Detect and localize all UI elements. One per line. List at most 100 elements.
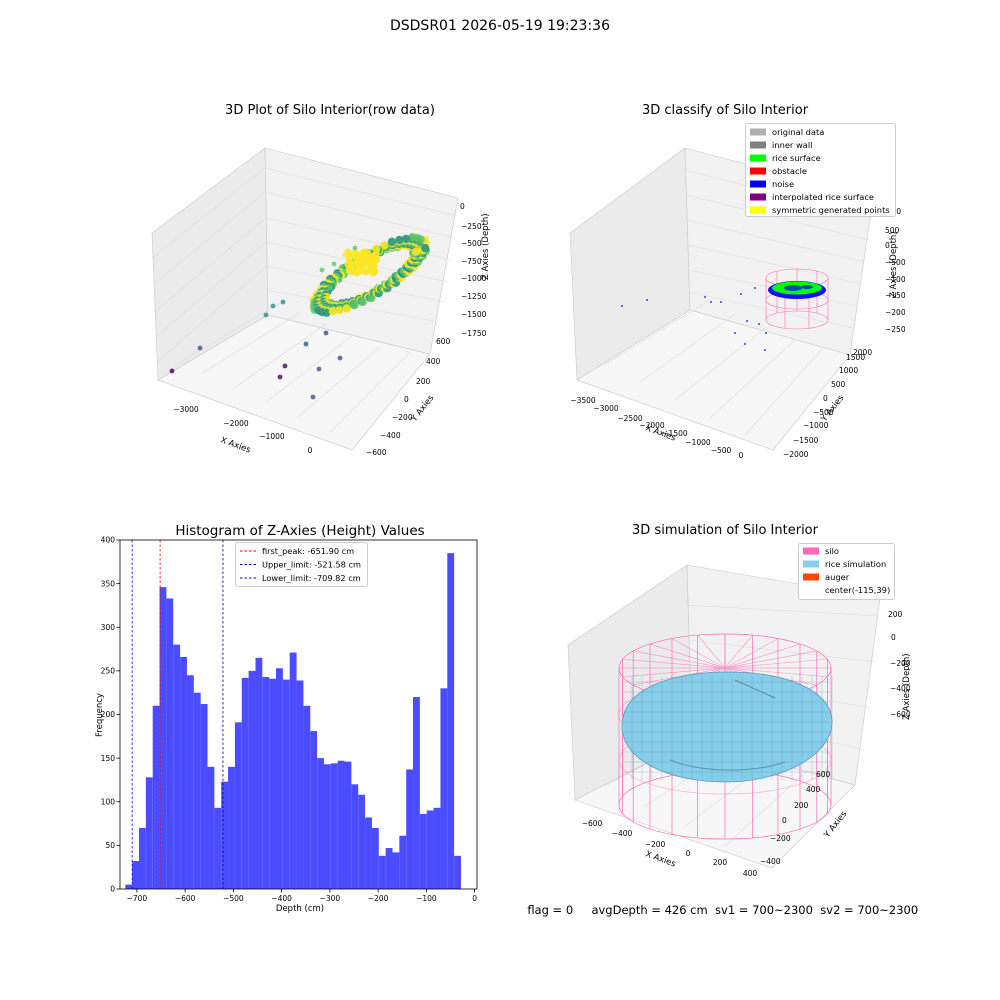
raw-y-tick: 200 [416, 377, 431, 386]
raw-point [331, 261, 337, 267]
simulation-legend-label: auger [825, 572, 850, 582]
histogram-bar [221, 781, 229, 889]
status-line: flag = 0 avgDepth = 426 cm sv1 = 700~230… [520, 889, 918, 917]
classify-z-tick: 500 [885, 226, 900, 235]
classify-z-tick: −1000 [885, 275, 905, 284]
raw-point [411, 247, 421, 256]
simulation-x-tick: −400 [612, 829, 633, 838]
histogram-y-ticks: 0 50 100 150 200 250 300 350 400 [101, 536, 120, 894]
raw-point [380, 241, 389, 250]
classify-x-tick: −2500 [617, 414, 643, 423]
histogram-x-tick-label: −600 [175, 894, 196, 903]
histogram-bar [241, 677, 249, 889]
raw-y-tick: 400 [426, 357, 441, 366]
raw-point [342, 252, 348, 258]
raw-point [421, 244, 430, 253]
histogram-y-axis-label: Frequency [95, 693, 105, 737]
classify-legend: original data inner wall rice surface obsta… [745, 123, 896, 217]
classify-noise-point [621, 305, 623, 307]
raw-x-tick: 0 [308, 446, 313, 455]
raw-y-tick: 0 [404, 395, 409, 404]
raw-point [350, 300, 359, 310]
simulation-legend-item: auger [803, 572, 850, 582]
classify-noise-point [764, 349, 766, 351]
histogram-bar [385, 847, 393, 889]
raw-point [357, 267, 365, 275]
classify-legend-item: obstacle [750, 166, 807, 176]
histogram-bar [419, 813, 427, 889]
histogram-bar [447, 553, 455, 889]
histogram-bar [152, 705, 160, 889]
histogram-bar [145, 777, 153, 889]
classify-legend-swatch [750, 180, 766, 188]
simulation-legend-item: rice simulation [803, 559, 886, 569]
histogram-bar [166, 598, 174, 889]
classify-legend-swatch [750, 141, 766, 149]
classify-legend-item: symmetric generated points [750, 205, 890, 215]
histogram-bar [330, 763, 338, 889]
classify-legend-label: original data [772, 127, 824, 137]
simulation-x-tick: 0 [686, 849, 691, 858]
classify-legend-label: symmetric generated points [772, 205, 890, 215]
classify-z-tick: −2000 [885, 308, 905, 317]
histogram-bar [371, 827, 379, 889]
raw-point [366, 266, 374, 274]
simulation-legend-swatch [803, 547, 819, 555]
simulation-x-tick: −600 [582, 819, 603, 828]
histogram-y-tick-label: 200 [101, 710, 116, 719]
status-avg-depth: avgDepth = 426 cm [591, 903, 708, 917]
histogram-bar [296, 680, 304, 889]
simulation-rice-surface [621, 671, 833, 783]
histogram-bar [193, 692, 201, 889]
classify-noise-point [734, 332, 736, 334]
histogram-x-tick-label: −400 [271, 894, 292, 903]
histogram-bar [413, 697, 420, 889]
classify-legend-item: interpolated rice surface [750, 192, 874, 202]
classify-legend-label: obstacle [772, 166, 807, 176]
classify-noise-point [758, 323, 760, 325]
simulation-legend: silo rice simulation auger center(-115,39) [798, 543, 895, 600]
raw-point [197, 345, 203, 351]
classify-legend-item: rice surface [750, 153, 821, 163]
histogram-legend-item: Lower_limit: -709.82 cm [240, 573, 361, 583]
classify-x-tick: −2000 [639, 421, 665, 430]
histogram-bar [132, 861, 140, 889]
raw-z-tick: −1500 [461, 310, 487, 319]
histogram-legend-label: Upper_limit: -521.58 cm [262, 560, 361, 570]
histogram-y-tick-label: 350 [101, 579, 116, 588]
raw-point [371, 257, 379, 265]
histogram-legend: first_peak: -651.90 cm Upper_limit: -521.… [235, 542, 368, 587]
histogram-bar [269, 678, 277, 889]
raw-point [277, 374, 283, 380]
classify-noise-point [740, 293, 742, 295]
classify-y-tick: −2000 [783, 450, 809, 459]
raw-z-tick: −1750 [461, 329, 487, 338]
simulation-plot-title: 3D simulation of Silo Interior [632, 523, 818, 538]
histogram-bar [310, 731, 318, 889]
raw-point [349, 251, 357, 259]
raw-z-tick: −750 [461, 257, 482, 266]
raw-point [319, 267, 325, 273]
histogram-bar [207, 766, 215, 889]
raw-x-tick: −2000 [223, 419, 249, 428]
classify-x-tick: 0 [739, 451, 744, 460]
classify-legend-item: noise [750, 179, 794, 189]
simulation-y-tick: 0 [782, 816, 787, 825]
raw-y-tick: −400 [380, 431, 401, 440]
status-sv2: sv2 = 700~2300 [820, 903, 919, 917]
raw-point [358, 250, 366, 258]
histogram-y-tick-label: 400 [101, 536, 116, 545]
simulation-legend-item: silo [803, 546, 839, 556]
histogram-bar [276, 668, 283, 889]
raw-point [322, 308, 331, 317]
raw-point [310, 394, 316, 400]
classify-x-tick: −500 [711, 446, 732, 455]
classify-legend-item: original data [750, 127, 824, 137]
simulation-z-tick: 0 [891, 633, 896, 642]
histogram-bar [440, 688, 448, 889]
raw-y-tick: −600 [366, 448, 387, 457]
simulation-legend-swatch [803, 573, 819, 581]
histogram-bar [262, 676, 270, 889]
classify-y-tick: 1500 [846, 353, 865, 362]
